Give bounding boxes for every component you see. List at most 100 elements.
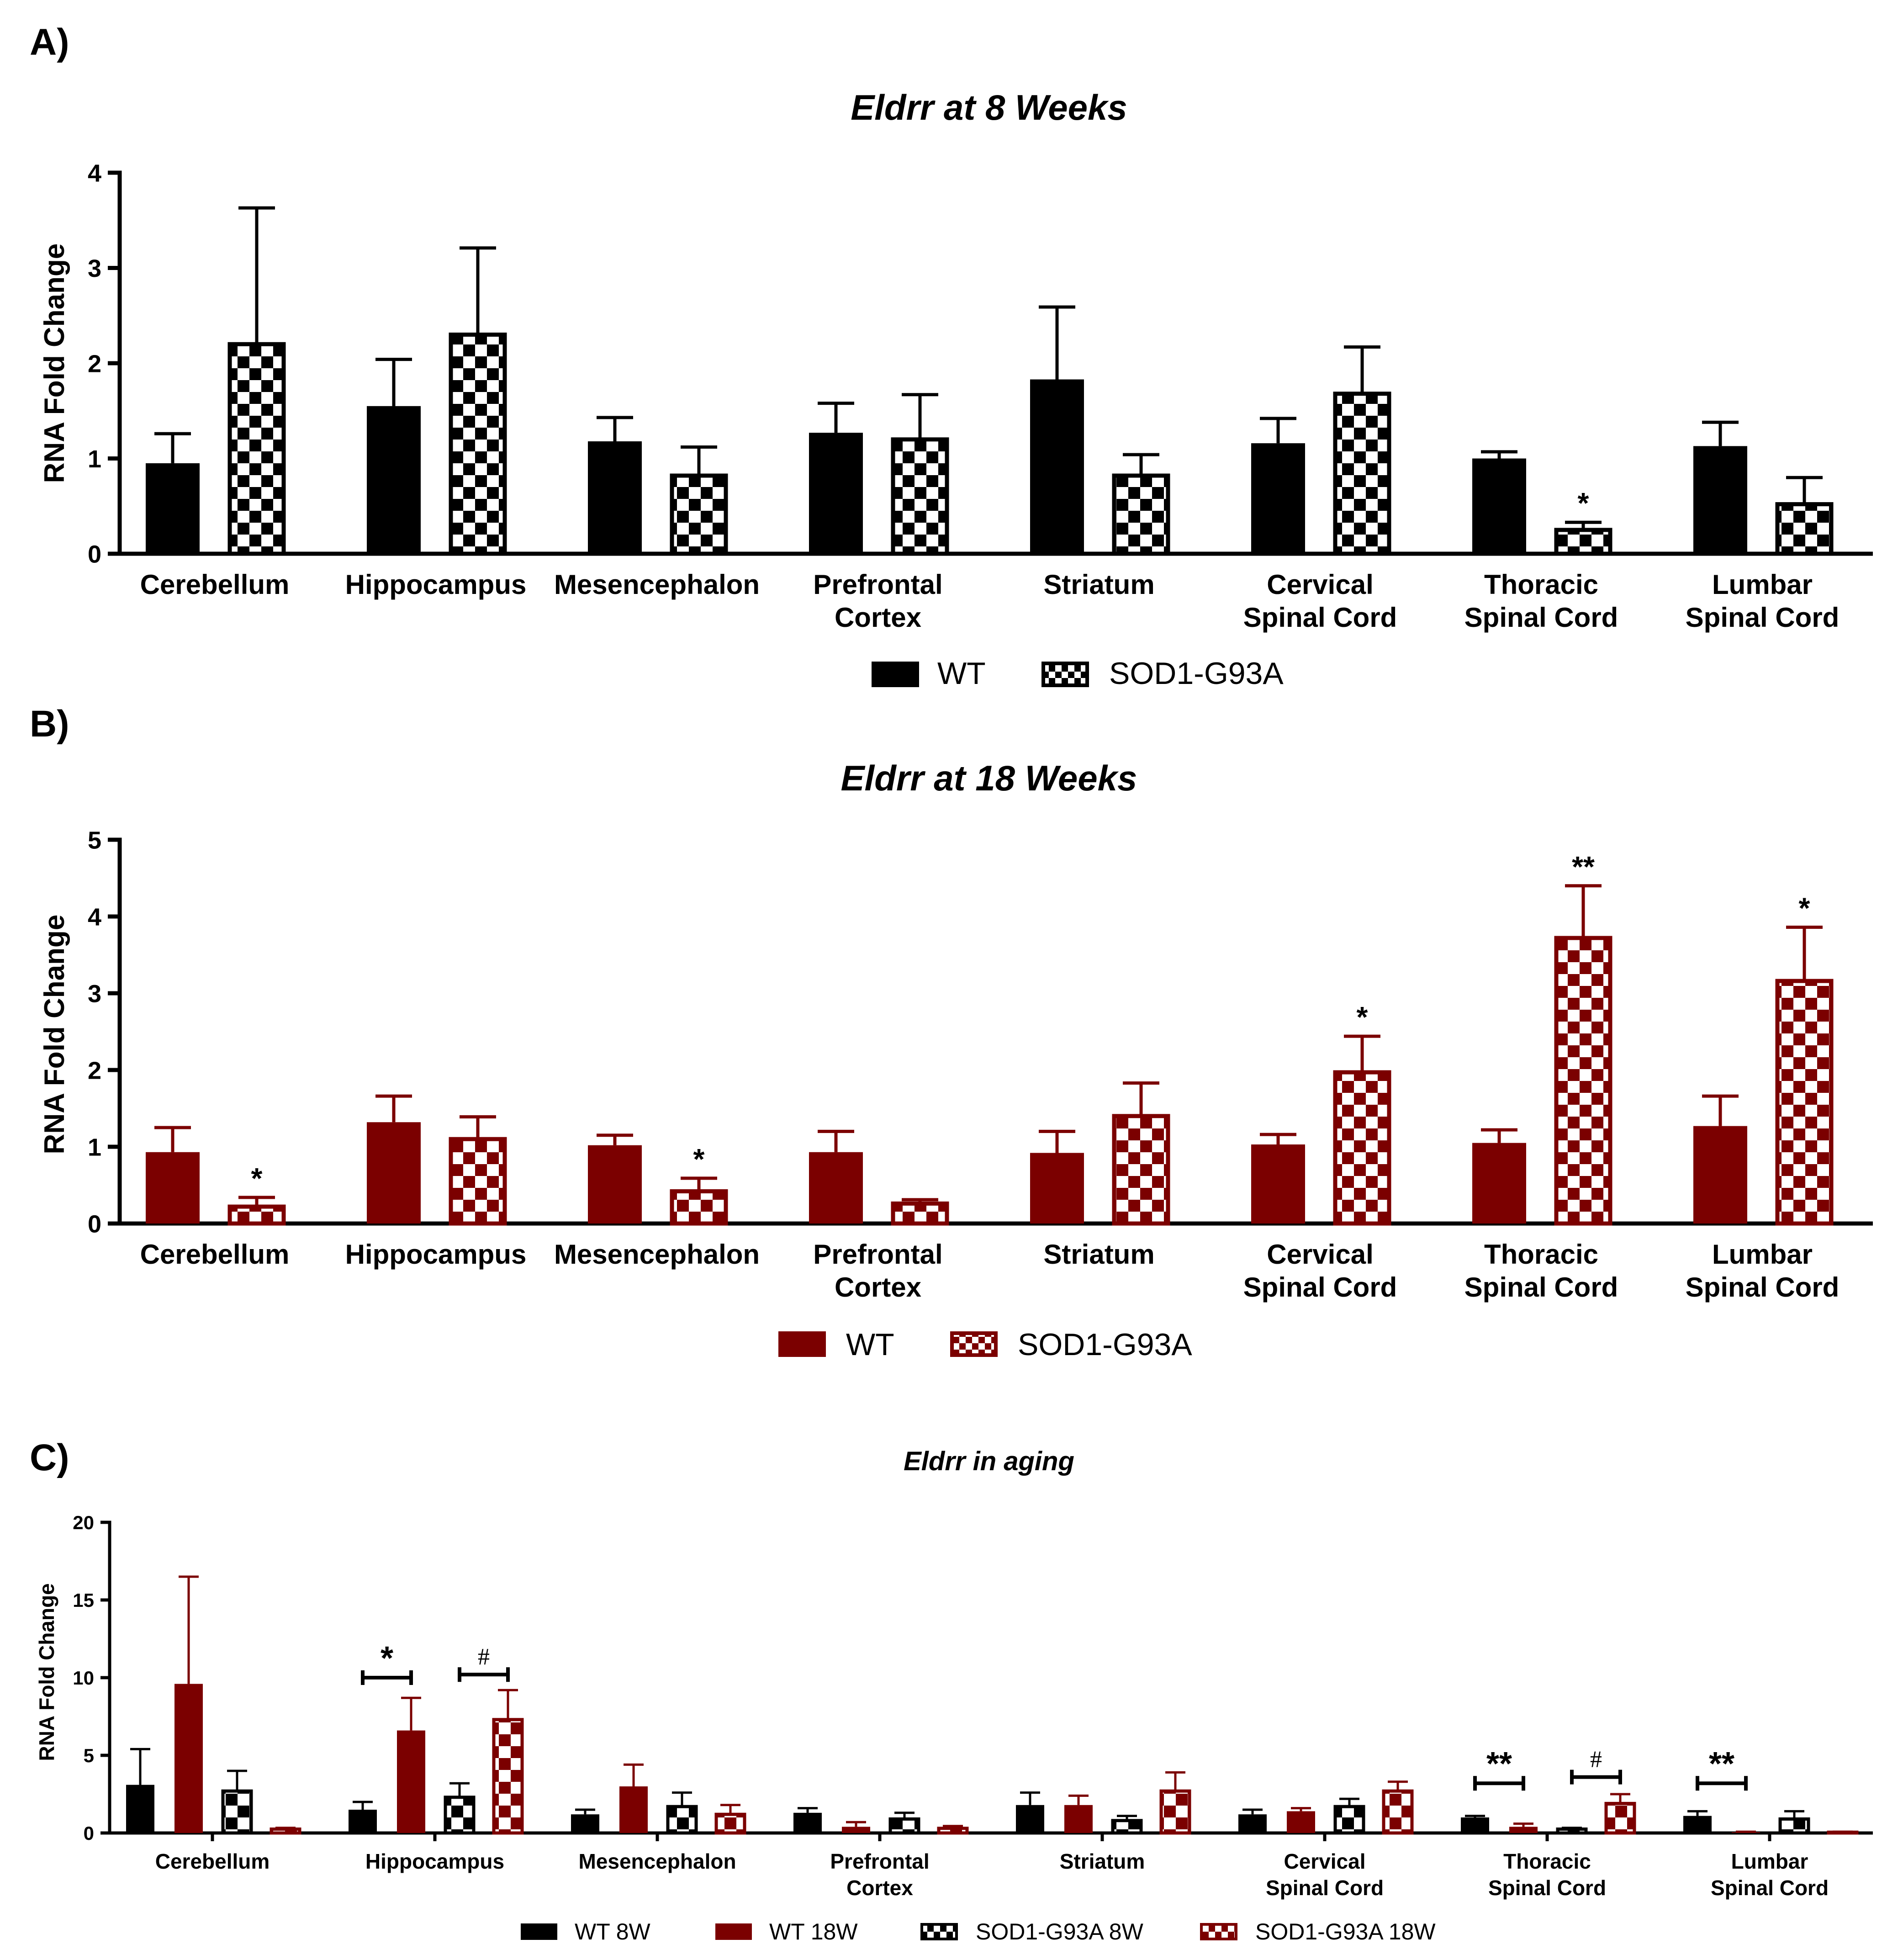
bar-wt (1030, 379, 1084, 554)
x-category-label: Prefrontal (830, 1849, 929, 1873)
y-tick-label: 5 (84, 1745, 94, 1766)
plot-area: 0 1 2 3 4 5 Cerebellum Hippocampus Mesencephalon… (88, 826, 1873, 1303)
x-category-label: Prefrontal (813, 1239, 942, 1270)
x-category-label: Spinal Cord (1686, 1272, 1840, 1303)
x-category-label: Cortex (835, 1272, 921, 1303)
panel-a: A) Eldrr at 8 Weeks RNA Fold Change 0 1 2 3… (30, 21, 1873, 691)
y-tick-label: 4 (88, 903, 101, 931)
y-tick-label: 10 (73, 1667, 94, 1689)
chart-title: Eldrr in aging (904, 1446, 1074, 1476)
bar-sod1-g93a (1112, 1114, 1170, 1226)
legend-label-sod1: SOD1-G93A (1018, 1327, 1192, 1362)
bar-wt-8w (126, 1785, 154, 1833)
bar-wt (809, 433, 863, 554)
bar-wt (1693, 1126, 1747, 1224)
comparison-bracket (1570, 1769, 1622, 1785)
x-category-label: Mesencephalon (578, 1849, 736, 1873)
bar-sod1-g93a (449, 1137, 507, 1226)
y-tick-label: 0 (84, 1822, 94, 1844)
x-category-label: Cerebellum (140, 569, 290, 600)
x-category-label: Cerebellum (140, 1239, 290, 1270)
x-category-label: Hippocampus (345, 1239, 527, 1270)
bar-sod1-g93a (1554, 936, 1612, 1226)
x-category-label: Spinal Cord (1711, 1876, 1829, 1900)
bar-sod1-g93a-8w (1111, 1819, 1143, 1835)
x-category-label: Cortex (846, 1876, 913, 1900)
chart-title: Eldrr at 18 Weeks (841, 758, 1137, 798)
x-category-label: Spinal Cord (1488, 1876, 1606, 1900)
bar-sod1-g93a (670, 1189, 728, 1226)
bar-wt-8w (1461, 1817, 1489, 1833)
y-tick-label: 20 (73, 1512, 94, 1533)
x-category-label: Cervical (1284, 1849, 1365, 1873)
bar-sod1-g93a (449, 332, 507, 556)
significance-marker: ** (1572, 850, 1595, 883)
x-category-label: Spinal Cord (1243, 602, 1397, 633)
chart-title: Eldrr at 8 Weeks (851, 87, 1127, 127)
bar-wt-18w (174, 1684, 203, 1833)
x-category-label: Mesencephalon (554, 1239, 760, 1270)
x-category-label: Thoracic (1503, 1849, 1591, 1873)
legend-swatch-wt-8w (521, 1923, 557, 1940)
significance-marker: * (1799, 892, 1810, 925)
bar-sod1-g93a (1554, 528, 1612, 556)
y-tick-label: 3 (88, 980, 101, 1007)
bar-sod1-g93a (1112, 473, 1170, 556)
bar-wt (1251, 443, 1305, 554)
bar-wt (588, 441, 642, 554)
bar-wt (588, 1145, 642, 1224)
bar-wt-8w (349, 1810, 377, 1833)
bar-sod1-g93a (1333, 1070, 1391, 1226)
bar-wt-8w (1238, 1814, 1267, 1833)
x-category-label: Striatum (1043, 569, 1154, 600)
x-category-label: Hippocampus (345, 569, 527, 600)
y-tick-label: 2 (88, 350, 101, 377)
significance-marker: ** (1486, 1746, 1512, 1782)
panel-label: C) (30, 1437, 69, 1478)
x-category-label: Spinal Cord (1266, 1876, 1384, 1900)
x-category-label: Lumbar (1731, 1849, 1808, 1873)
bar-wt (1472, 1143, 1526, 1224)
legend: WT SOD1-G93A (872, 656, 1284, 691)
bar-wt-18w (1287, 1811, 1315, 1833)
bar-sod1-g93a (227, 342, 286, 556)
legend-label-wt: WT (846, 1327, 894, 1362)
significance-marker: * (251, 1162, 263, 1195)
legend-swatch-sod1 (1041, 662, 1089, 687)
legend-swatch-wt (872, 662, 919, 687)
bar-sod1-g93a (1775, 979, 1834, 1226)
plot-area: 0 1 2 3 4 Cerebellum Hippocampus Mesencephalon P… (88, 159, 1873, 633)
bar-wt-18w (619, 1786, 648, 1833)
bar-sod1-g93a (891, 1201, 949, 1226)
legend-swatch-wt (778, 1331, 826, 1357)
legend-swatch-sod1-18w (1200, 1923, 1237, 1940)
x-category-label: Lumbar (1712, 569, 1813, 600)
bar-sod1-g93a-18w (270, 1828, 301, 1835)
y-tick-label: 1 (88, 1134, 101, 1161)
bar-sod1-g93a-18w (1382, 1789, 1414, 1835)
bar-sod1-g93a-8w (221, 1789, 253, 1835)
bar-wt-8w (793, 1812, 822, 1833)
legend-swatch-wt-18w (715, 1923, 752, 1940)
bar-wt (367, 406, 421, 554)
x-category-label: Thoracic (1484, 1239, 1598, 1270)
y-tick-label: 0 (88, 1210, 101, 1238)
x-category-label: Cerebellum (155, 1849, 270, 1873)
comparison-bracket (1473, 1776, 1525, 1791)
x-category-label: Spinal Cord (1464, 602, 1618, 633)
x-category-label: Lumbar (1712, 1239, 1813, 1270)
comparison-bracket (361, 1670, 413, 1685)
bar-sod1-g93a-8w (1556, 1828, 1588, 1835)
bar-sod1-g93a-18w (492, 1718, 524, 1835)
significance-marker: # (1590, 1747, 1602, 1773)
significance-marker: * (693, 1143, 705, 1176)
panel-label: B) (30, 703, 69, 745)
panel-b: B) Eldrr at 18 Weeks RNA Fold Change 0 1 2… (30, 703, 1873, 1362)
x-category-label: Cervical (1267, 1239, 1374, 1270)
comparison-bracket (458, 1667, 510, 1682)
significance-marker: # (478, 1644, 490, 1670)
x-category-label: Prefrontal (813, 569, 942, 600)
y-axis-label: RNA Fold Change (35, 1583, 58, 1761)
y-axis-label: RNA Fold Change (39, 244, 70, 483)
